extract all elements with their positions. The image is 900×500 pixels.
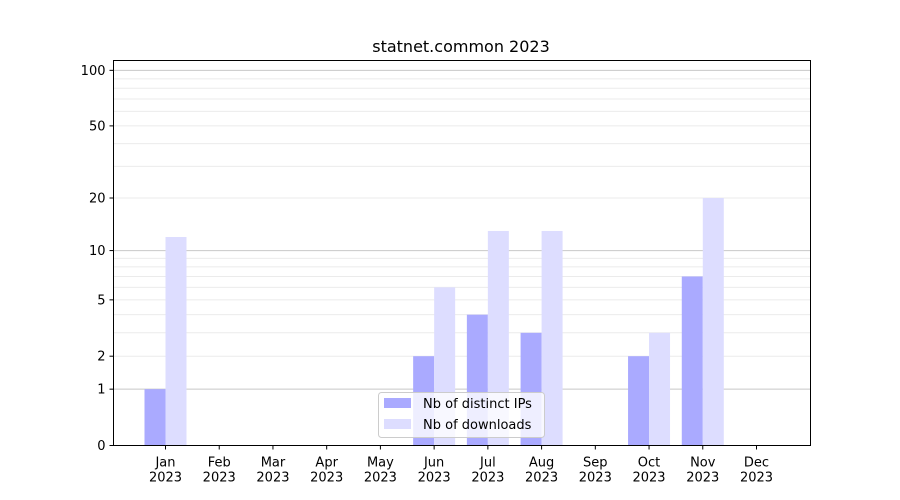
y-tick-label: 0 <box>97 439 105 454</box>
x-tick-label: Feb 2023 <box>203 456 236 486</box>
plot-frame <box>113 60 811 446</box>
x-tick-label: May 2023 <box>364 456 397 486</box>
bar-downloads <box>649 332 671 446</box>
bar-downloads <box>541 230 563 446</box>
legend-label: Nb of distinct IPs <box>423 397 532 412</box>
x-tick-label: Jul 2023 <box>471 456 504 486</box>
x-tick-label: Nov 2023 <box>686 456 719 486</box>
legend-box <box>378 392 545 438</box>
chart-title: statnet.common 2023 <box>372 37 550 56</box>
x-tick-label: Dec 2023 <box>740 456 773 486</box>
x-tick-label: Apr 2023 <box>310 456 343 486</box>
legend-swatch <box>384 398 411 408</box>
x-tick-label: Oct 2023 <box>632 456 665 486</box>
bar-downloads <box>487 230 509 446</box>
y-tick-label: 2 <box>97 350 105 365</box>
x-tick-label: Jun 2023 <box>418 456 451 486</box>
legend: Nb of distinct IPs Nb of downloads <box>378 392 545 438</box>
y-tick-label: 20 <box>89 192 106 207</box>
x-tick-label: Sep 2023 <box>579 456 612 486</box>
y-tick-label: 50 <box>89 119 106 134</box>
y-tick-label: 1 <box>97 383 105 398</box>
y-tick-label: 10 <box>89 244 106 259</box>
bar-distinct-ips <box>628 356 650 446</box>
bar-distinct-ips <box>144 389 166 446</box>
bar-distinct-ips <box>681 276 703 446</box>
legend-label: Nb of downloads <box>423 418 532 433</box>
y-tick-label: 100 <box>81 64 106 79</box>
x-tick-label: Jan 2023 <box>149 456 182 486</box>
x-tick-label: Mar 2023 <box>256 456 289 486</box>
x-tick-label: Aug 2023 <box>525 456 558 486</box>
bar-downloads <box>165 236 187 446</box>
bar-downloads <box>702 198 724 446</box>
legend-swatch <box>384 419 411 429</box>
y-tick-label: 5 <box>97 293 105 308</box>
